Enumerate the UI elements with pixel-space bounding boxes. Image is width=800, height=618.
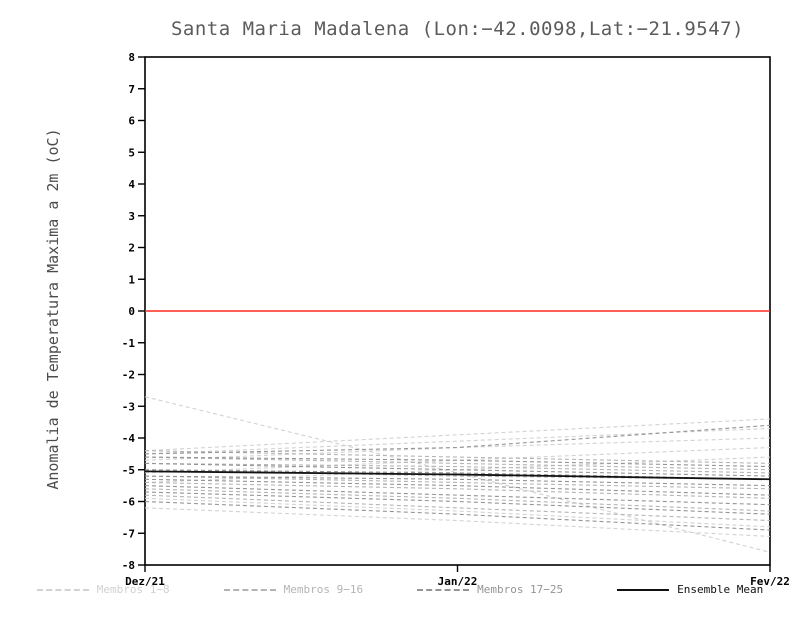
x-tick-label: Dez/21 [125, 575, 165, 588]
ensemble-member-line [144, 462, 771, 477]
y-tick-label: -4 [122, 432, 136, 445]
y-tick-label: -8 [122, 559, 135, 572]
ensemble-member-line [144, 450, 771, 464]
ensemble-member-line [144, 497, 771, 528]
y-tick-label: -3 [122, 400, 135, 413]
y-tick-label: 1 [128, 273, 135, 286]
ensemble-member-line [144, 500, 771, 531]
y-tick-label: -1 [122, 337, 136, 350]
legend: Membros 1−8 Membros 9−16 Membros 17−25 Ense… [0, 583, 800, 596]
legend-item: Membros 17−25 [417, 583, 563, 596]
y-tick-label: 3 [128, 210, 135, 223]
y-tick-label: 6 [128, 115, 135, 128]
ensemble-member-line [144, 456, 771, 471]
y-tick-label: 4 [128, 178, 135, 191]
legend-item: Ensemble Mean [617, 583, 763, 596]
y-tick-label: -2 [122, 369, 135, 382]
ensemble-member-line [144, 475, 771, 490]
y-tick-label: 0 [128, 305, 135, 318]
ensemble-member-line [144, 485, 771, 506]
y-tick-label: -5 [122, 464, 135, 477]
ensemble-member-line [144, 446, 771, 474]
y-tick-label: 5 [128, 146, 135, 159]
legend-line-sample [417, 588, 470, 591]
ensemble-member-line [144, 456, 771, 468]
legend-label: Membros 1−8 [96, 583, 170, 596]
chart-title: Santa Maria Madalena (Lon:−42.0098,Lat:−… [170, 18, 745, 40]
ensemble-mean-line [144, 470, 771, 481]
ensemble-member-line [144, 491, 771, 515]
ensemble-member-line [144, 427, 771, 455]
x-tick-label: Jan/22 [438, 575, 478, 588]
y-tick-label: 2 [128, 242, 135, 255]
legend-item: Membros 1−8 [36, 583, 170, 596]
legend-label: Membros 17−25 [477, 583, 564, 596]
y-tick-label: -6 [122, 496, 136, 509]
ensemble-member-line [144, 437, 771, 461]
ensemble-member-line [144, 488, 771, 512]
ensemble-member-line [144, 507, 771, 537]
y-tick-label: 8 [128, 51, 135, 64]
ensemble-member-line [144, 396, 771, 553]
legend-line-sample [36, 588, 89, 591]
x-tick-label: Fev/22 [750, 575, 790, 588]
ensemble-member-line [144, 424, 771, 455]
legend-line-sample [617, 588, 670, 591]
y-tick-label: -7 [122, 527, 135, 540]
legend-label: Membros 9−16 [283, 583, 364, 596]
legend-item: Membros 9−16 [223, 583, 364, 596]
legend-label: Ensemble Mean [677, 583, 764, 596]
legend-line-sample [223, 588, 276, 591]
ensemble-member-line [144, 481, 771, 499]
ensemble-member-line [144, 475, 771, 487]
ensemble-member-line [144, 462, 771, 474]
ensemble-member-line [144, 494, 771, 522]
ensemble-member-line [144, 478, 771, 496]
y-tick-label: 7 [128, 83, 135, 96]
ensemble-member-line [144, 418, 771, 452]
